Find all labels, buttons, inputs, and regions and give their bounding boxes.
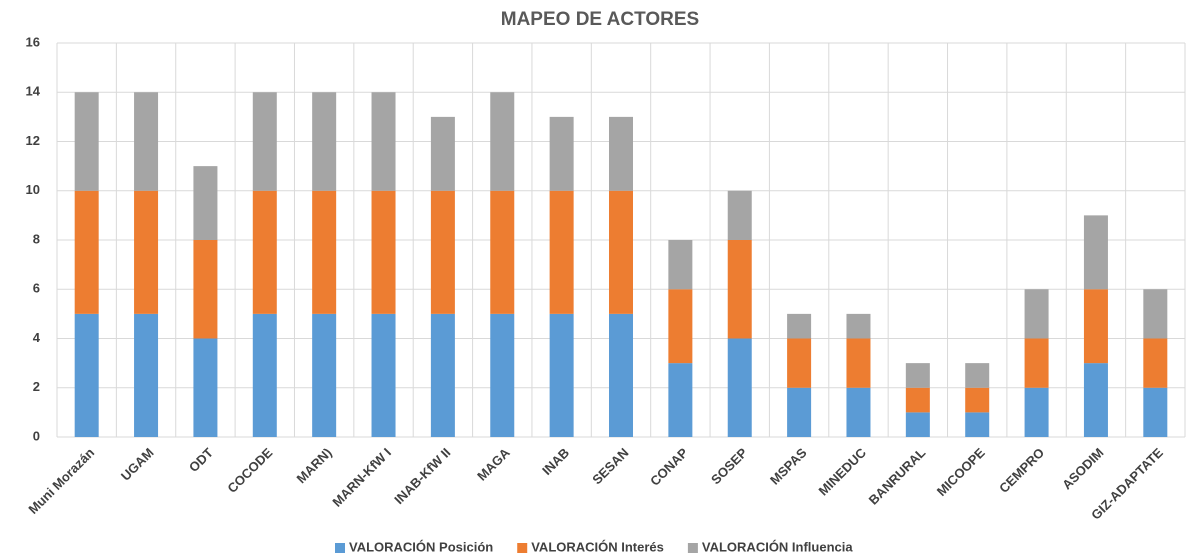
y-tick-label: 12 xyxy=(26,133,40,148)
x-tick-label: COCODE xyxy=(224,445,275,496)
legend-label: VALORACIÓN Posición xyxy=(349,539,493,554)
bar-segment xyxy=(668,363,693,437)
bar-segment xyxy=(609,313,633,437)
x-tick-label: CEMPRO xyxy=(996,445,1047,496)
x-tick-label: BANRURAL xyxy=(866,445,929,508)
bar-segment xyxy=(252,92,277,191)
bar-segment xyxy=(1024,387,1049,437)
bar-segment xyxy=(905,363,930,388)
bar-segment xyxy=(846,313,871,339)
y-tick-label: 0 xyxy=(33,428,40,443)
chart-title: MAPEO DE ACTORES xyxy=(501,9,699,30)
y-tick-label: 14 xyxy=(26,84,41,99)
bar-segment xyxy=(134,313,159,437)
legend-swatch xyxy=(335,543,345,553)
bar-segment xyxy=(549,190,574,314)
bar-segment xyxy=(193,166,218,240)
y-tick-label: 16 xyxy=(26,34,40,49)
x-tick-label: MSPAS xyxy=(767,445,810,488)
bar-segment xyxy=(965,363,990,388)
bar-segment xyxy=(430,190,455,314)
x-tick-label: MARN-KfW I xyxy=(329,445,394,510)
x-tick-label: INAB-KfW II xyxy=(391,445,453,507)
x-tick-label: INAB xyxy=(539,445,572,478)
x-tick-label: Muni Morazán xyxy=(25,445,97,517)
bar-segment xyxy=(430,313,455,437)
bar-segment xyxy=(787,338,812,388)
x-tick-label: MINEDUC xyxy=(816,445,870,499)
bar-segment xyxy=(371,190,396,314)
bar-segment xyxy=(1024,289,1049,339)
bar-segment xyxy=(74,92,99,191)
bar-segment xyxy=(430,116,455,191)
bar-segment xyxy=(312,92,337,191)
bar-segment xyxy=(252,313,277,437)
bar-segment xyxy=(668,240,693,290)
bar-segment xyxy=(490,313,515,437)
bar-segment xyxy=(549,313,574,437)
bar-segment xyxy=(1024,338,1049,388)
bar-segment xyxy=(668,289,693,364)
bar-segment xyxy=(252,190,277,314)
x-tick-label: MARN) xyxy=(293,445,334,486)
bar-segment xyxy=(1143,338,1168,388)
y-tick-label: 10 xyxy=(26,182,40,197)
bar-segment xyxy=(134,190,159,314)
legend-swatch xyxy=(517,543,528,553)
bar-segment xyxy=(312,313,337,437)
x-tick-label: MICOOPE xyxy=(934,445,988,499)
y-tick-label: 2 xyxy=(33,379,40,394)
bar-segment xyxy=(74,313,99,437)
bar-segment xyxy=(1143,387,1168,437)
bar-segment xyxy=(193,338,218,437)
x-tick-label: MAGA xyxy=(474,445,513,484)
bar-segment xyxy=(727,240,752,339)
bar-segment xyxy=(134,92,159,191)
bar-segment xyxy=(727,190,752,240)
legend-label: VALORACIÓN Interés xyxy=(531,539,664,554)
bar-segment xyxy=(549,116,574,191)
x-tick-label: ASODIM xyxy=(1059,445,1106,492)
bar-segment xyxy=(727,338,752,437)
bar-segment xyxy=(609,190,633,314)
y-tick-label: 8 xyxy=(33,231,40,246)
bar-segment xyxy=(74,190,99,314)
y-tick-label: 6 xyxy=(33,281,40,296)
y-tick-label: 4 xyxy=(33,330,41,345)
bar-segment xyxy=(965,412,990,437)
bar-segment xyxy=(371,313,396,437)
legend-label: VALORACIÓN Influencia xyxy=(702,539,853,554)
bar-segment xyxy=(1083,289,1108,364)
bar-segment xyxy=(609,116,633,191)
bar-segment xyxy=(490,190,515,314)
x-tick-label: SESAN xyxy=(589,445,631,487)
x-tick-label: UGAM xyxy=(118,445,157,484)
bar-segment xyxy=(1143,289,1168,339)
bar-segment xyxy=(787,313,812,339)
bar-segment xyxy=(193,240,218,339)
bar-segment xyxy=(490,92,515,191)
legend-swatch xyxy=(687,543,698,553)
bar-segment xyxy=(846,338,871,388)
bar-segment xyxy=(905,412,930,437)
bar-segment xyxy=(905,387,930,413)
bar-segment xyxy=(1083,215,1108,290)
bar-segment xyxy=(846,387,871,437)
bar-segment xyxy=(371,92,396,191)
x-tick-label: SOSEP xyxy=(708,445,751,488)
bar-segment xyxy=(965,387,990,413)
bar-segment xyxy=(1083,363,1108,437)
x-tick-label: CONAP xyxy=(647,445,691,489)
x-tick-label: ODT xyxy=(186,445,216,475)
bar-segment xyxy=(312,190,337,314)
bar-segment xyxy=(787,387,812,437)
